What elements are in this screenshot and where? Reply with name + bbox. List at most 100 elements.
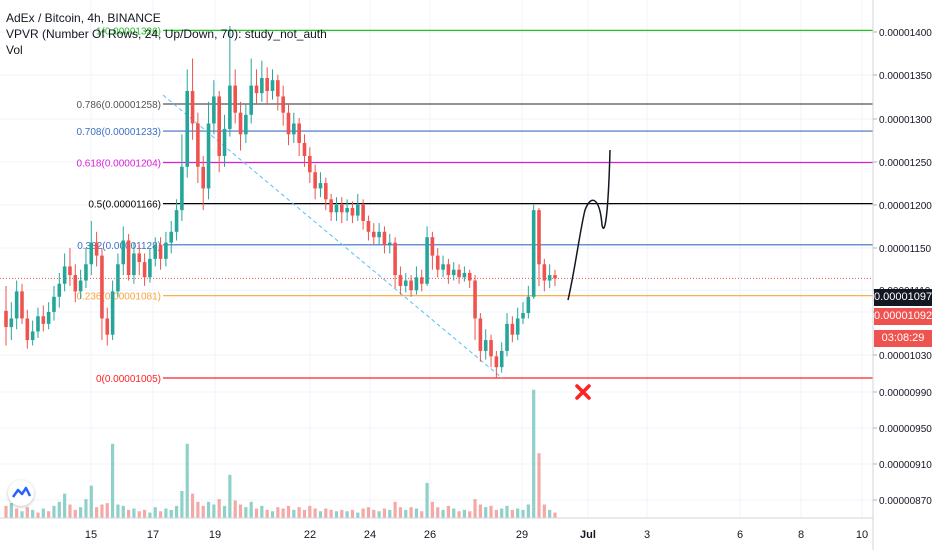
candle-body — [116, 264, 120, 292]
volume-bar — [313, 508, 317, 518]
candle-body — [228, 85, 232, 129]
volume-bar — [441, 509, 445, 518]
volume-bar — [372, 509, 376, 518]
volume-bar — [388, 509, 392, 518]
candle-body — [89, 242, 94, 265]
candle-body — [553, 275, 557, 279]
candle-body — [510, 323, 515, 335]
candle-body — [196, 123, 200, 167]
volume-bar — [249, 501, 253, 518]
candle-body — [4, 310, 8, 328]
volume-bar — [4, 505, 8, 518]
volume-bar — [281, 508, 285, 518]
volume-bar — [340, 509, 344, 518]
x-tick-label: 3 — [644, 529, 650, 541]
candle-body — [478, 318, 483, 351]
volume-bar — [52, 505, 56, 518]
volume-bar — [366, 507, 371, 518]
candle-body — [441, 264, 445, 270]
candle-body — [148, 258, 152, 278]
current-price-label: 0.00001092 — [874, 308, 932, 325]
candle-body — [505, 323, 509, 351]
volume-bar — [190, 493, 195, 518]
volume-bar — [31, 509, 35, 518]
candle-body — [398, 275, 403, 286]
candle-body — [52, 296, 56, 312]
vpvr-indicator-label[interactable]: VPVR (Number Of Rows, 24, Up/Down, 70): … — [6, 27, 327, 41]
candle-body — [494, 356, 499, 368]
candle-body — [185, 91, 190, 167]
volume-bar — [553, 512, 557, 518]
candle-body — [393, 242, 397, 276]
volume-bar — [398, 507, 403, 518]
candle-body — [313, 172, 317, 189]
candle-body — [244, 114, 248, 135]
candle-body — [382, 231, 387, 245]
volume-bar — [404, 509, 408, 518]
candle-body — [25, 318, 30, 341]
tradingview-logo[interactable] — [8, 480, 34, 506]
volume-indicator-label[interactable]: Vol — [6, 43, 23, 57]
candle-body — [126, 240, 131, 276]
volume-bar — [63, 493, 67, 518]
fib-level-label: 0.618(0.00001204) — [76, 158, 161, 169]
fib-trend-line — [162, 94, 503, 379]
candle-body — [318, 183, 323, 189]
fib-level-label: 0.5(0.00001166) — [88, 200, 161, 211]
volume-bar — [270, 511, 275, 518]
candle-body — [41, 316, 46, 324]
volume-bar — [494, 509, 498, 518]
volume-bar — [89, 485, 93, 518]
x-tick-label: 22 — [304, 529, 316, 541]
volume-bar — [217, 499, 221, 518]
candle-body — [121, 240, 126, 265]
volume-bar — [116, 504, 120, 518]
volume-bar — [244, 507, 248, 518]
candle-body — [467, 272, 472, 281]
x-tick-label: 19 — [209, 529, 221, 541]
volume-bar — [532, 389, 536, 518]
symbol-title[interactable]: AdEx / Bitcoin, 4h, BINANCE — [6, 11, 161, 25]
candle-body — [430, 237, 435, 256]
candle-body — [531, 210, 536, 297]
candle-body — [9, 318, 14, 328]
fib-level-label: 0.708(0.00001233) — [76, 127, 161, 138]
candle-body — [355, 204, 360, 216]
volume-bar — [425, 482, 429, 518]
volume-bar — [132, 508, 136, 518]
volume-bar — [174, 505, 179, 518]
volume-bar — [15, 508, 19, 518]
volume-bar — [345, 511, 349, 518]
volume-bar — [361, 508, 365, 518]
volume-bar — [105, 503, 109, 518]
volume-bar — [233, 500, 237, 518]
volume-bar — [473, 499, 477, 518]
candle-body — [286, 112, 291, 135]
volume-bar — [334, 511, 339, 518]
volume-bar — [25, 507, 29, 518]
candle-body — [297, 123, 301, 143]
candle-body — [334, 204, 339, 213]
volume-bar — [126, 509, 131, 518]
fib-level-label: 0.236(0.00001081) — [76, 292, 161, 303]
volume-bar — [489, 505, 493, 518]
candle-body — [387, 242, 392, 245]
volume-bar — [436, 507, 440, 518]
volume-bar — [318, 511, 323, 518]
candle-body — [217, 96, 222, 156]
candle-body — [499, 350, 504, 368]
volume-bar — [468, 511, 472, 518]
candle-body — [425, 237, 429, 284]
volume-bar — [164, 508, 168, 518]
volume-bar — [206, 501, 211, 518]
candle-body — [84, 264, 88, 281]
volume-bar — [222, 505, 227, 518]
volume-bar — [142, 509, 147, 518]
candle-body — [489, 340, 493, 357]
candle-body — [78, 280, 83, 292]
candle-body — [164, 242, 168, 259]
candle-body — [20, 291, 24, 319]
volume-bar — [500, 508, 504, 518]
volume-bar — [457, 511, 461, 518]
